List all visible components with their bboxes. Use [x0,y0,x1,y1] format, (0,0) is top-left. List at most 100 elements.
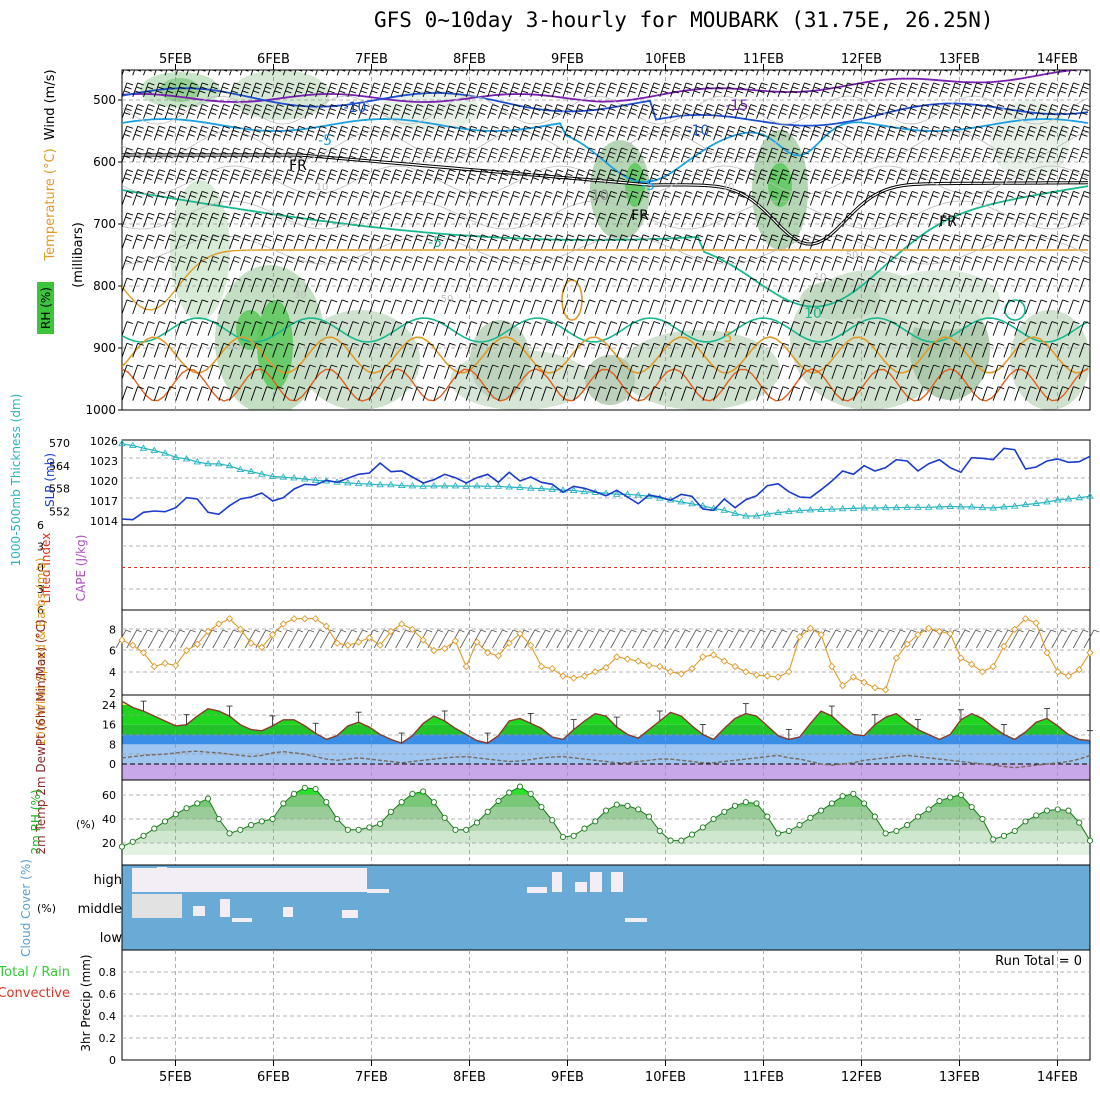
wind-barb-flag [306,112,314,116]
wind-barb-flag [758,155,765,159]
wind-barb-flag [995,112,1002,116]
wind-barb-flag [394,216,401,220]
wind-barb [627,191,633,206]
wind-barb [852,386,859,401]
rh-fill [122,786,1090,855]
wind-barb [186,278,192,293]
wind-barb-flag [523,173,530,177]
wind-barb [1035,70,1039,76]
wind-barb-flag [288,342,295,346]
wind-barb-flag [328,177,335,181]
wind-barb-flag [134,90,141,94]
wind-barb-flag [245,147,252,151]
wind-barb [562,70,566,76]
wind-barb-flag [1084,321,1090,325]
wind-barb [885,364,891,380]
wind-barb-flag [598,129,605,133]
wind-barb [1014,169,1021,184]
wind10m-barb-flag [502,629,508,633]
wind-barb-flag [351,173,358,177]
wind-barb-flag [275,173,283,177]
wind-barb-flag [512,216,519,220]
wind-barb-flag [404,70,410,72]
wind-barb-flag [1095,83,1100,85]
wind-barb [487,104,494,119]
wind-barb-flag [220,155,228,159]
wind-barb-flag [180,299,187,303]
wind-barb-flag [1040,342,1048,346]
wind-barb [895,104,902,119]
wind-barb-flag [480,70,486,72]
wind-barb [132,82,139,98]
wind-barb [487,321,494,336]
wind-barb-flag [761,190,768,194]
wind-barb-flag [643,364,650,368]
wind-barb [702,212,709,228]
wind-barb [992,386,999,401]
wind10m-barb-flag [158,629,164,633]
wind-barb-flag [212,277,220,281]
wind-barb [799,321,805,336]
wind-barb [229,299,235,315]
wind-barb-flag [136,129,143,133]
thickness-point [397,481,406,489]
wind-barb [831,364,838,380]
wind-barb-flag [954,234,962,238]
wind-barb-flag [761,277,768,281]
wind-barb [401,321,407,336]
wind-barb-flag [889,216,896,220]
wind-barb [315,299,321,315]
wind-barb [132,70,136,76]
rh-shade-blob [170,180,230,320]
wind-barb-flag [1030,104,1037,108]
wind-barb-flag [727,194,734,198]
wind-barb-flag [318,194,326,198]
wind-barb-flag [823,112,830,116]
wind-barb-flag [556,125,564,129]
wind-barb-flag [383,238,390,242]
wind-barb [390,321,397,336]
wind-barb-flag [589,104,596,108]
wind-barb [917,278,924,293]
wind-barb-flag [448,108,455,112]
wind10m-point [763,672,771,680]
wind-barb [971,234,978,249]
wind-barb-flag [985,260,993,263]
wind-barb [809,278,816,293]
wind10m-point [838,681,847,690]
wind-barb [627,82,633,98]
wind-barb [498,256,504,271]
wind-barb-flag [1095,278,1100,280]
wind-barb-flag [597,177,604,181]
wind-barb-flag [395,234,402,238]
wind-barb-flag [930,177,937,181]
wind-barb-flag [997,256,1005,259]
wind-barb-flag [770,260,777,263]
wind-barb-flag [761,321,768,325]
wind-barb-flag [898,90,905,94]
wind-barb [218,386,225,401]
wind-barb-flag [600,386,607,390]
wind-barb [831,386,838,401]
wind10m-point [860,678,868,687]
wind-barb-flag [856,86,864,90]
wind-barb-flag [438,82,445,86]
wind-barb [541,364,547,380]
wind-barb-flag [395,299,402,303]
wind-barb [605,386,612,401]
wind-barb-flag [858,234,865,238]
wind-barb [1035,321,1042,336]
rh-shade-blob [990,100,1070,180]
wind-barb [895,299,902,315]
wind-barb-flag [202,299,209,303]
wind-barb-flag [339,90,346,94]
wind-barb [315,169,321,184]
wind-barb [713,126,719,141]
wind-barb-flag [663,173,670,177]
wind-barb-flag [500,133,507,137]
wind-barb-flag [544,216,552,220]
wind-barb-flag [1081,133,1088,137]
wind-barb [992,299,999,315]
wind-barb-flag [630,70,636,72]
wind-barb-flag [1094,174,1100,176]
